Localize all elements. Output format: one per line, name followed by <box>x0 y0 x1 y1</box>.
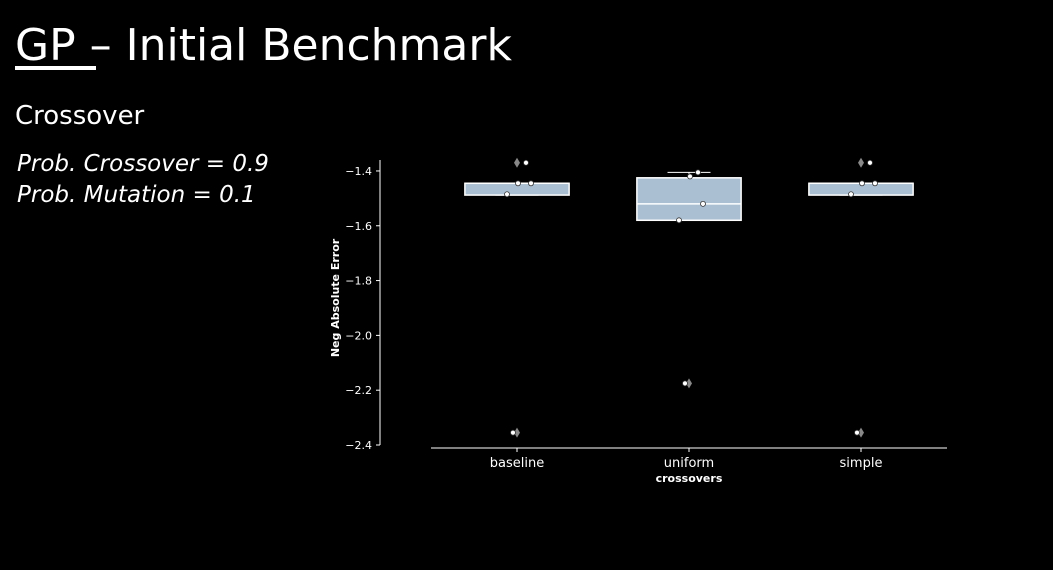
x-axis-label: crossovers <box>656 472 723 485</box>
point <box>515 180 521 187</box>
point <box>687 173 693 180</box>
point <box>872 180 878 187</box>
point <box>867 159 873 166</box>
slide-title: GP – Initial Benchmark <box>15 20 512 71</box>
y-axis-label: Neg Absolute Error <box>329 238 342 357</box>
y-tick-label: −1.4 <box>345 165 372 178</box>
point <box>854 429 860 436</box>
flier <box>858 427 864 438</box>
point <box>859 180 865 187</box>
y-tick-label: −1.6 <box>345 220 372 233</box>
y-tick-label: −1.8 <box>345 275 372 288</box>
flier <box>858 157 864 168</box>
point <box>682 380 688 387</box>
point <box>848 191 854 198</box>
flier <box>686 378 692 389</box>
box <box>636 177 742 222</box>
y-tick-label: −2.4 <box>345 439 372 452</box>
param: Prob. Mutation = 0.1 <box>17 182 256 208</box>
point <box>504 191 510 198</box>
point <box>676 217 682 224</box>
point <box>528 180 534 187</box>
point <box>695 169 701 176</box>
point <box>510 429 516 436</box>
point <box>523 159 529 166</box>
y-tick-label: −2.0 <box>345 329 372 342</box>
point <box>700 200 706 207</box>
param: Prob. Crossover = 0.9 <box>17 151 269 177</box>
y-tick-label: −2.2 <box>345 384 372 397</box>
x-tick-label: baseline <box>490 456 544 471</box>
flier <box>514 157 520 168</box>
flier <box>514 427 520 438</box>
title-underline <box>15 66 96 70</box>
slide-subtitle: Crossover <box>15 101 145 131</box>
x-tick-label: uniform <box>664 456 714 471</box>
x-tick-label: simple <box>840 456 883 471</box>
